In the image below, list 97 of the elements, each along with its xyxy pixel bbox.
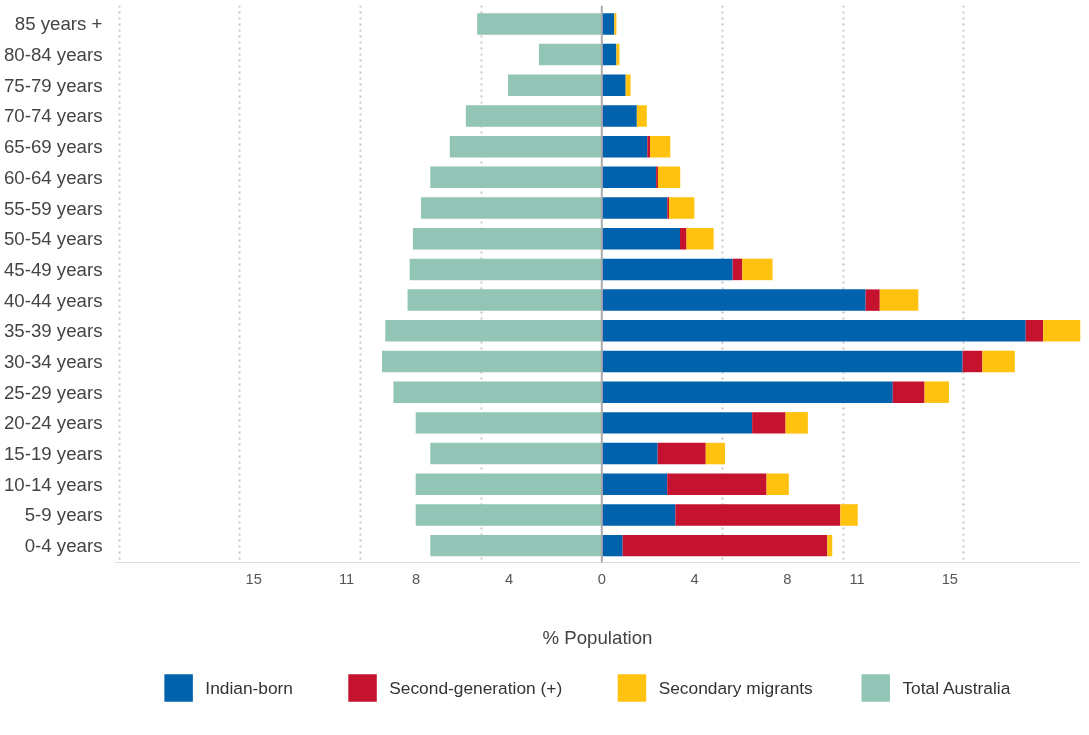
- bar: [601, 412, 753, 434]
- y-tick-label: 30-34 years: [3, 350, 103, 372]
- bar: [601, 258, 733, 281]
- bar: [601, 504, 676, 526]
- bar: [827, 534, 833, 557]
- bar: [601, 166, 657, 189]
- bar: [601, 442, 658, 465]
- legend-label: Indian-born: [205, 678, 293, 698]
- y-tick-label: 10-14 years: [3, 473, 103, 495]
- x-tick-label: 8: [783, 570, 792, 587]
- bar: [601, 105, 637, 127]
- bar: [415, 473, 602, 495]
- bar: [625, 74, 631, 97]
- bar: [393, 381, 602, 403]
- x-tick-label: 4: [690, 570, 699, 587]
- y-tick-label: 80-84 years: [3, 44, 103, 66]
- bar: [508, 74, 602, 97]
- bar: [865, 289, 880, 311]
- bar: [430, 166, 602, 189]
- bar: [879, 289, 919, 311]
- bar: [924, 381, 949, 403]
- bar: [892, 381, 925, 403]
- x-tick-label: 4: [504, 570, 514, 587]
- bar: [412, 227, 602, 250]
- bar: [742, 258, 773, 281]
- bar: [785, 412, 808, 434]
- bar: [686, 227, 714, 250]
- bar: [1043, 320, 1081, 342]
- bar: [382, 350, 602, 373]
- x-tick-label: 15: [941, 570, 959, 587]
- x-tick-label: 11: [338, 570, 355, 587]
- bar: [601, 135, 648, 158]
- y-tick-label: 0-4 years: [24, 535, 103, 557]
- bar: [415, 412, 602, 434]
- bar: [385, 320, 602, 342]
- bar: [982, 350, 1015, 373]
- y-tick-label: 45-49 years: [3, 258, 103, 280]
- bar: [1025, 320, 1044, 342]
- bar: [538, 43, 602, 66]
- legend-label: Secondary migrants: [658, 678, 814, 698]
- bar: [601, 320, 1026, 342]
- bar: [614, 13, 617, 35]
- y-tick-label: 40-44 years: [3, 289, 103, 311]
- bar: [657, 166, 681, 189]
- y-tick-label: 75-79 years: [3, 74, 103, 96]
- bar: [430, 442, 602, 465]
- y-tick-label: 15-19 years: [3, 443, 103, 465]
- bar: [465, 105, 602, 127]
- bar: [705, 442, 726, 465]
- bar: [430, 534, 602, 557]
- bar: [752, 412, 786, 434]
- bar: [601, 197, 668, 219]
- y-tick-label: 85 years +: [14, 13, 103, 35]
- legend-label: Total Australia: [902, 678, 1011, 698]
- bar: [636, 105, 647, 127]
- bar: [601, 534, 623, 557]
- bar: [650, 135, 671, 158]
- x-tick-label: 15: [245, 570, 262, 587]
- y-tick-label: 50-54 years: [3, 228, 103, 250]
- y-tick-label: 55-59 years: [3, 197, 103, 219]
- bar: [962, 350, 983, 373]
- bar: [477, 13, 602, 35]
- y-tick-label: 60-64 years: [3, 166, 103, 188]
- x-tick-label: 0: [597, 570, 606, 587]
- bar: [766, 473, 789, 495]
- y-tick-label: 5-9 years: [24, 504, 103, 526]
- x-tick-label: 11: [849, 570, 865, 587]
- legend-label: Second-generation (+): [389, 678, 563, 698]
- bar: [601, 13, 615, 35]
- y-tick-label: 70-74 years: [3, 105, 103, 127]
- bar: [601, 227, 680, 250]
- bar: [669, 197, 695, 219]
- bar: [407, 289, 602, 311]
- bar: [732, 258, 743, 281]
- bar: [616, 43, 620, 66]
- y-tick-label: 65-69 years: [3, 136, 103, 158]
- bar: [675, 504, 841, 526]
- y-tick-label: 35-39 years: [3, 320, 103, 342]
- bar: [840, 504, 858, 526]
- bar: [667, 473, 767, 495]
- bar: [679, 227, 687, 250]
- bar: [449, 135, 602, 158]
- x-axis-title: % Population: [542, 626, 653, 648]
- y-tick-label: 20-24 years: [3, 412, 103, 434]
- y-tick-label: 25-29 years: [3, 381, 103, 403]
- bar: [601, 350, 963, 373]
- bar: [421, 197, 602, 219]
- bar: [415, 504, 602, 526]
- bar: [647, 135, 651, 158]
- bar: [409, 258, 602, 281]
- bar: [601, 473, 668, 495]
- bar: [601, 381, 893, 403]
- bar: [622, 534, 828, 557]
- bar: [601, 289, 866, 311]
- bar: [657, 442, 706, 465]
- bar: [601, 74, 626, 97]
- x-tick-label: 8: [412, 570, 421, 587]
